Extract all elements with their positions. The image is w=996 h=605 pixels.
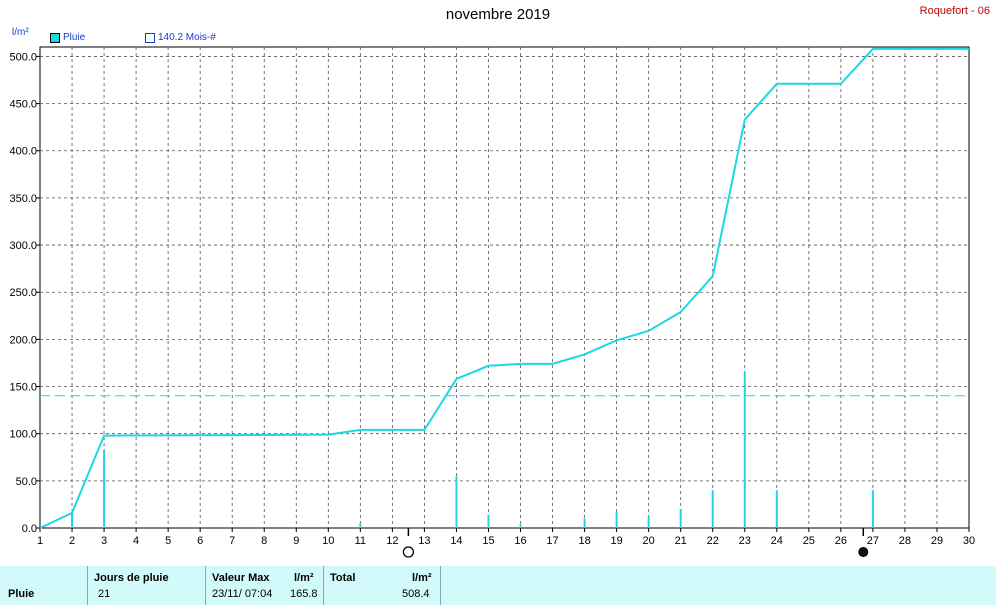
x-tick-label: 17 [546, 535, 558, 547]
y-tick-label: 300.0 [9, 240, 37, 252]
max-header: Valeur Max [212, 572, 270, 584]
x-tick-label: 23 [739, 535, 751, 547]
rain-bar [679, 509, 682, 528]
total-header: Total [330, 572, 356, 584]
x-tick-label: 25 [803, 535, 815, 547]
x-tick-label: 15 [482, 535, 494, 547]
max-value: 165.8 [290, 588, 318, 600]
y-tick-label: 250.0 [9, 287, 37, 299]
y-tick-label: 0.0 [22, 523, 37, 535]
x-tick-label: 21 [675, 535, 687, 547]
x-tick-label: 8 [261, 535, 267, 547]
x-tick-label: 3 [101, 535, 107, 547]
x-tick-label: 9 [293, 535, 299, 547]
rain-bar [71, 512, 74, 528]
station-name: Roquefort - 06 [919, 5, 990, 17]
y-tick-label: 400.0 [9, 146, 37, 158]
legend-swatch-filled [50, 32, 60, 43]
x-tick-label: 20 [643, 535, 655, 547]
total-value: 508.4 [402, 588, 430, 600]
summary-footer: Pluie Jours de pluie 21 Valeur Max l/m² … [0, 566, 996, 605]
full-moon-icon [402, 546, 415, 558]
chart-title: novembre 2019 [445, 6, 551, 23]
x-tick-label: 11 [355, 535, 366, 547]
x-tick-label: 30 [963, 535, 975, 547]
rain-bar [455, 476, 458, 528]
rain-bar [647, 516, 650, 528]
y-tick-label: 350.0 [9, 193, 37, 205]
rain-bar [359, 523, 362, 528]
rain-bar [519, 524, 522, 528]
total-unit: l/m² [412, 572, 432, 584]
rainfall-chart: 1 2 3 4 5 6 7 8 9 10 11 12 13 14 15 16 17 18 19 20 21 22 23 24 2… [9, 46, 975, 558]
x-tick-label: 22 [707, 535, 719, 547]
rain-bar [711, 490, 714, 528]
legend-label-reference: 140.2 Mois-# [158, 32, 216, 43]
y-tick-label: 500.0 [9, 51, 37, 63]
plot-area [39, 46, 970, 529]
x-tick-label: 14 [450, 535, 462, 547]
x-tick-label: 13 [418, 535, 430, 547]
x-tick-label: 12 [386, 535, 398, 547]
x-tick-label: 29 [931, 535, 943, 547]
footer-divider [440, 566, 441, 605]
max-date: 23/11/ 07:04 [212, 588, 273, 600]
x-tick-label: 16 [514, 535, 526, 547]
rain-bar [615, 511, 618, 528]
x-tick-label: 19 [610, 535, 622, 547]
x-tick-label: 1 [37, 535, 43, 547]
legend-item-pluie: Pluie [50, 32, 85, 43]
rain-days-header: Jours de pluie [94, 572, 169, 584]
x-tick-label: 28 [899, 535, 911, 547]
legend-label-pluie: Pluie [63, 32, 86, 43]
rain-days-value: 21 [98, 588, 111, 600]
max-unit: l/m² [294, 572, 314, 584]
x-tick-label: 10 [322, 535, 334, 547]
rain-bar [743, 371, 746, 528]
x-tick-label: 24 [771, 535, 783, 547]
legend-swatch-hollow [145, 32, 155, 43]
cumulative-line [39, 47, 969, 529]
legend-item-reference: 140.2 Mois-# [145, 32, 216, 43]
x-tick-label: 5 [165, 535, 171, 547]
rain-bar [583, 518, 586, 528]
new-moon-icon [858, 547, 869, 557]
y-axis-unit: l/m² [12, 27, 29, 38]
y-tick-label: 150.0 [9, 382, 37, 394]
y-tick-label: 100.0 [9, 429, 37, 441]
rain-days-cell: Jours de pluie 21 [87, 566, 206, 605]
x-tick-label: 4 [133, 535, 139, 547]
y-tick-label: 200.0 [9, 334, 37, 346]
y-tick-label: 50.0 [16, 476, 37, 488]
rain-bar [775, 490, 778, 528]
rain-bar [487, 514, 490, 528]
x-tick-label: 18 [578, 535, 590, 547]
total-cell: Total l/m² 508.4 [323, 566, 441, 605]
x-tick-label: 2 [69, 535, 75, 547]
max-value-cell: Valeur Max l/m² 23/11/ 07:04 165.8 [205, 566, 324, 605]
x-tick-label: 26 [835, 535, 847, 547]
x-tick-label: 6 [197, 535, 203, 547]
y-tick-label: 450.0 [9, 99, 37, 111]
x-tick-label: 7 [229, 535, 235, 547]
footer-row-label: Pluie [8, 588, 35, 600]
rain-bar [103, 450, 106, 528]
x-tick-label: 27 [867, 535, 879, 547]
rain-bar [871, 490, 874, 528]
